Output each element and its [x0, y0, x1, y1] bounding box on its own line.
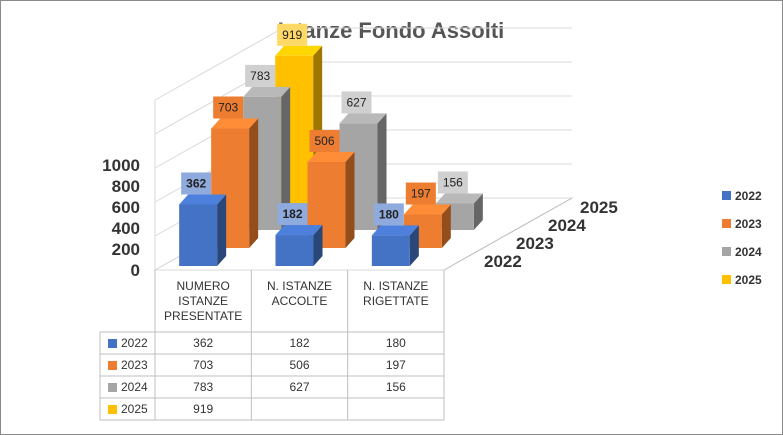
bar-side — [441, 204, 451, 248]
bar — [275, 225, 323, 266]
legend-key — [722, 247, 731, 256]
bar-side — [473, 193, 483, 230]
bar-top — [275, 45, 323, 56]
bar-top — [243, 86, 291, 97]
depth-axis-line — [443, 197, 573, 271]
table-row-label: 2023 — [121, 358, 148, 372]
table-header: RIGETTATE — [363, 294, 429, 308]
table-cell: 919 — [193, 402, 213, 416]
data-label-box — [405, 182, 436, 205]
bar-top — [211, 118, 259, 129]
legend-label: 2024 — [735, 245, 762, 259]
bar-top — [435, 193, 483, 204]
table-header: PRESENTATE — [164, 309, 242, 323]
table-cell: 156 — [386, 380, 406, 394]
data-label: 703 — [218, 100, 238, 114]
bar-side — [313, 225, 323, 266]
table-cell: 182 — [289, 336, 309, 350]
data-label: 197 — [411, 187, 431, 201]
table-cell: 197 — [386, 358, 406, 372]
chart-title: Istanze Fondo Assolti — [278, 18, 505, 43]
data-label-box — [341, 91, 372, 114]
data-label: 506 — [314, 134, 334, 148]
data-label-box — [309, 129, 340, 152]
data-label: 919 — [282, 28, 302, 42]
table-row-label: 2025 — [121, 402, 148, 416]
table-legend-key — [108, 383, 117, 392]
bar-top — [179, 194, 227, 205]
data-label-box — [245, 64, 276, 87]
bar-top — [403, 204, 451, 215]
table-header: ACCOLTE — [272, 294, 328, 308]
table-row-label: 2022 — [121, 336, 148, 350]
data-label-box — [373, 203, 404, 226]
y-tick-label: 200 — [112, 240, 140, 259]
legend-key — [722, 275, 731, 284]
table-row-label: 2024 — [121, 380, 148, 394]
data-label: 362 — [186, 176, 206, 190]
bar-side — [249, 118, 259, 249]
bar-side — [281, 86, 291, 230]
bar-top — [371, 225, 419, 236]
table-header: ISTANZE — [178, 294, 228, 308]
bar — [371, 225, 419, 266]
table-cell: 703 — [193, 358, 213, 372]
table-header: N. ISTANZE — [363, 279, 428, 293]
data-label-box — [277, 203, 308, 226]
data-label-box — [181, 172, 212, 195]
table-cell: 627 — [289, 380, 309, 394]
legend-label: 2025 — [735, 273, 762, 287]
data-label: 180 — [379, 207, 399, 221]
bar-side — [345, 151, 355, 248]
y-tick-label: 1000 — [102, 156, 140, 175]
legend-key — [722, 191, 731, 200]
bar-front — [179, 204, 218, 266]
table-cell: 506 — [289, 358, 309, 372]
bar-side — [217, 194, 227, 266]
data-label: 783 — [250, 69, 270, 83]
table-legend-key — [108, 361, 117, 370]
legend-label: 2022 — [735, 189, 762, 203]
bar-top — [339, 113, 387, 124]
bar-front — [371, 235, 410, 266]
depth-axis-label: 2023 — [516, 234, 554, 253]
bar-top — [275, 225, 323, 236]
table-legend-key — [108, 405, 117, 414]
table-legend-key — [108, 339, 117, 348]
table-header: N. ISTANZE — [267, 279, 332, 293]
depth-axis-label: 2022 — [484, 252, 522, 271]
data-label-box — [213, 96, 244, 119]
data-label-box — [277, 23, 308, 46]
bar — [179, 194, 227, 266]
table-cell: 180 — [386, 336, 406, 350]
legend-label: 2023 — [735, 217, 762, 231]
table-cell: 783 — [193, 380, 213, 394]
data-label: 156 — [443, 175, 463, 189]
data-label: 627 — [346, 95, 366, 109]
bar-side — [409, 225, 419, 266]
bar — [307, 151, 355, 248]
y-tick-label: 800 — [112, 177, 140, 196]
y-tick-label: 0 — [131, 261, 140, 280]
data-label-box — [437, 171, 468, 194]
bar-top — [307, 151, 355, 162]
bar-side — [377, 113, 387, 230]
table-cell: 362 — [193, 336, 213, 350]
y-tick-label: 600 — [112, 198, 140, 217]
y-tick-label: 400 — [112, 219, 140, 238]
data-label: 182 — [282, 207, 302, 221]
table-header: NUMERO — [176, 279, 229, 293]
depth-axis-label: 2025 — [580, 198, 618, 217]
bar-front — [275, 235, 314, 266]
depth-axis-label: 2024 — [548, 216, 586, 235]
legend-key — [722, 219, 731, 228]
